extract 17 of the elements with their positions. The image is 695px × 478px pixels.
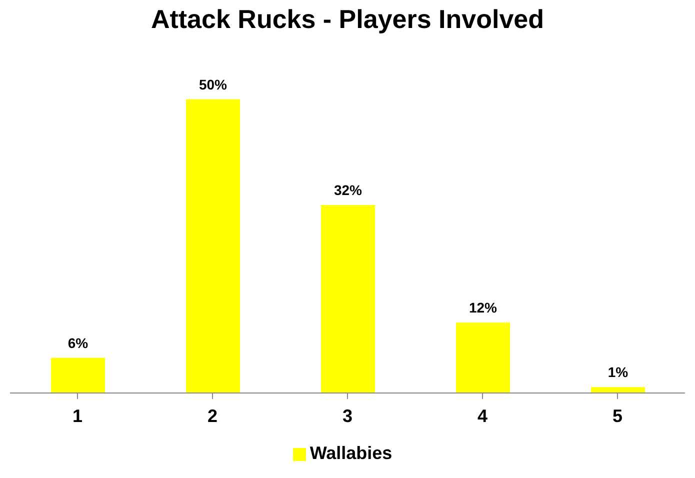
x-tick-label: 3 — [342, 406, 353, 426]
data-label: 32% — [334, 182, 363, 198]
data-label: 12% — [468, 300, 498, 316]
data-label: 50% — [198, 76, 228, 92]
x-tick-label: 5 — [612, 406, 623, 426]
legend-label: Wallabies — [310, 443, 392, 463]
x-tick-label: 4 — [477, 406, 488, 426]
x-tick-label: 2 — [207, 406, 218, 426]
bar — [321, 205, 375, 393]
data-label: 6% — [68, 334, 89, 351]
bar — [591, 387, 645, 393]
x-tick-label: 1 — [72, 406, 83, 426]
bar — [186, 99, 240, 393]
bar — [51, 358, 105, 393]
bar — [456, 322, 510, 393]
data-label: 1% — [608, 364, 629, 380]
chart-title: Attack Rucks - Players Involved — [150, 3, 546, 36]
